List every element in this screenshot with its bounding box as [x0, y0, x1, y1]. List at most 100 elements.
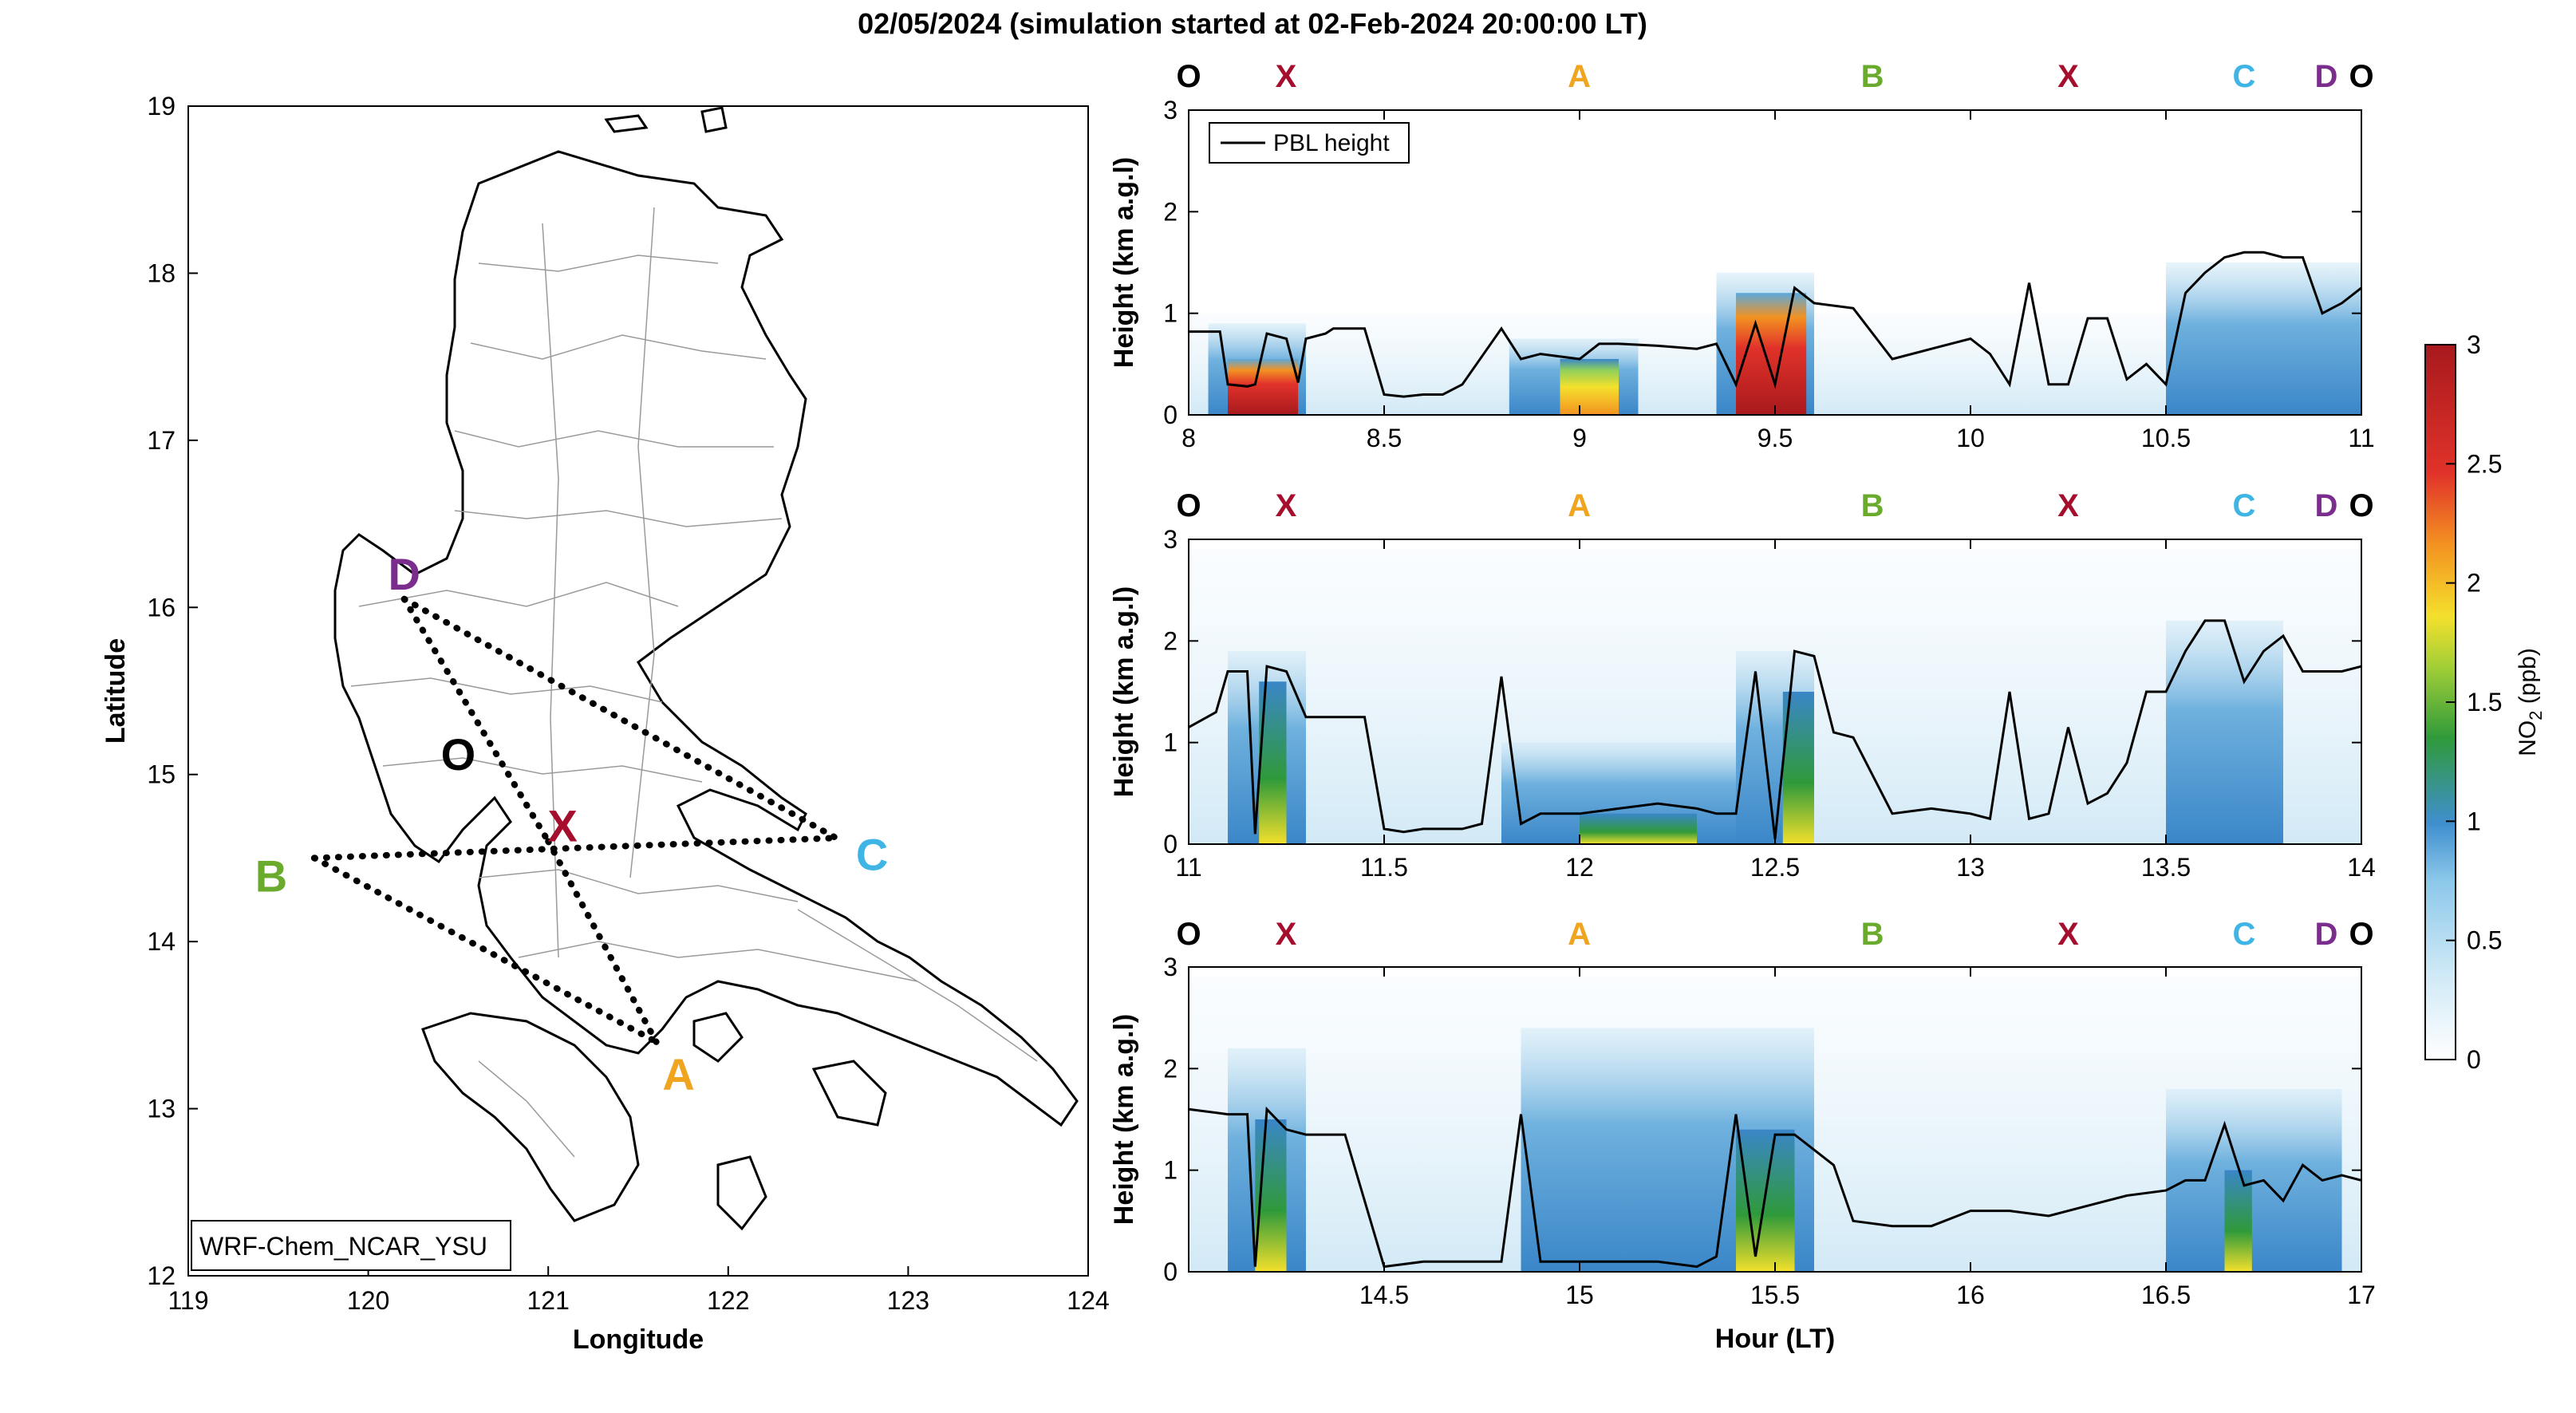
route-line-BC	[310, 835, 840, 862]
island-small-4	[604, 114, 649, 133]
panel-1: 8 8.5 9 9.5 10 10.5 11 0 1 2 3 Height (km a.g.l) O X A…	[1109, 59, 2375, 452]
route-label-D: D	[2314, 917, 2337, 952]
model-label-box	[191, 1220, 511, 1271]
panel-ytick-label: 2	[1163, 626, 1178, 655]
route-line-BA	[310, 855, 660, 1045]
panel-xtick-label: 15.5	[1750, 1281, 1800, 1309]
panel-xtick-label: 12	[1565, 853, 1594, 882]
figure-title: 02/05/2024 (simulation started at 02-Feb…	[858, 7, 1647, 40]
route-label-B: B	[1861, 59, 1884, 94]
map-xtick-label: 119	[168, 1286, 208, 1315]
route-label-D: D	[2314, 488, 2337, 523]
panel-xtick-label: 16	[1956, 1281, 1985, 1309]
panel-xtick-label: 16.5	[2141, 1281, 2191, 1309]
map-point-C: C	[856, 829, 888, 879]
panel-ytick-label: 0	[1163, 401, 1178, 429]
colorbar-ticks: 0 0.5 1 1.5 2 2.5 3	[2446, 330, 2502, 1074]
colorbar: 0 0.5 1 1.5 2 2.5 3 NO2 (ppb)	[2424, 330, 2546, 1074]
panel-ylabel: Height (km a.g.l)	[1109, 586, 1139, 797]
model-label: WRF-Chem_NCAR_YSU	[199, 1232, 487, 1261]
map-ytick-label: 16	[147, 593, 176, 622]
island-small-3	[716, 1155, 767, 1231]
map-xtick-label: 121	[527, 1286, 570, 1315]
panel-xtick-label: 13	[1956, 853, 1985, 882]
panel-xtick-label: 10	[1956, 424, 1985, 452]
panel-xlabel: Hour (LT)	[1715, 1324, 1835, 1354]
map-ytick-label: 14	[147, 927, 176, 956]
panel-xtick-label: 12.5	[1750, 853, 1800, 882]
colorbar-tick-label: 2	[2467, 569, 2481, 598]
map-ytick-label: 12	[147, 1261, 176, 1290]
route-point-labels: D O X B C A	[255, 549, 889, 1099]
route-label-O: O	[1176, 917, 1201, 952]
colorbar-tick-label: 0.5	[2467, 926, 2502, 955]
panel-xtick-label: 9.5	[1757, 424, 1793, 452]
route-label-X: X	[1276, 59, 1297, 94]
route-label-C: C	[2233, 59, 2256, 94]
map-point-D: D	[388, 549, 420, 599]
map-ytick-label: 17	[147, 426, 176, 455]
panel-xtick-label: 14	[2347, 853, 2376, 882]
legend-label: PBL height	[1273, 130, 1390, 156]
route-label-A: A	[1568, 59, 1591, 94]
pbl-height-line	[1188, 619, 2362, 839]
colorbar-tick-label: 2.5	[2467, 449, 2502, 478]
route-label-B: B	[1861, 488, 1884, 523]
pbl-height-line	[1188, 1106, 2362, 1269]
panel-xtick-label: 10.5	[2141, 424, 2191, 452]
no2-field-patch	[2166, 620, 2283, 844]
colorbar-label: NO2 (ppb)	[2515, 648, 2546, 756]
pbl-height-line	[1189, 251, 2362, 398]
colorbar-tick-label: 0	[2467, 1045, 2481, 1074]
route-label-C: C	[2233, 917, 2256, 952]
panel-ytick-label: 2	[1163, 1054, 1178, 1083]
route-label-O: O	[2349, 59, 2373, 94]
map-xtick-label: 120	[347, 1286, 389, 1315]
panel-ytick-label: 0	[1163, 830, 1178, 858]
map-ytick-label: 13	[147, 1095, 176, 1123]
map-ylabel: Latitude	[101, 638, 131, 744]
map-ytick-label: 15	[147, 760, 176, 789]
island-mindoro	[421, 1012, 640, 1222]
route-label-C: C	[2233, 488, 2256, 523]
panel-ytick-label: 1	[1163, 299, 1178, 328]
no2-field-patch	[1736, 293, 1807, 415]
panel-xtick-label: 17	[2347, 1281, 2376, 1309]
island-small-2	[811, 1060, 887, 1127]
panel-xtick-label: 8.5	[1367, 424, 1402, 452]
no2-field-patch	[1228, 358, 1299, 415]
route-label-X: X	[2057, 59, 2079, 94]
luzon-landmass	[333, 150, 1079, 1127]
route-label-X: X	[2057, 488, 2079, 523]
panel-xtick-label: 11.5	[1360, 853, 1408, 882]
route-lines	[310, 595, 840, 1045]
route-line-XA	[545, 838, 660, 1045]
route-line-DX	[400, 595, 552, 845]
panel-ytick-label: 0	[1163, 1257, 1178, 1286]
panel-xtick-label: 13.5	[2141, 853, 2191, 882]
map-ytick-label: 18	[147, 259, 176, 287]
map-point-B: B	[255, 851, 287, 901]
map-point-O: O	[441, 729, 476, 780]
route-label-O: O	[1176, 488, 1201, 523]
panel-xtick-label: 8	[1181, 424, 1196, 452]
route-label-O: O	[2349, 488, 2373, 523]
map-xtick-label: 124	[1067, 1286, 1109, 1315]
island-small-1	[692, 1012, 744, 1063]
colorbar-tick-label: 1.5	[2467, 688, 2502, 716]
route-label-O: O	[1176, 59, 1201, 94]
map-xtick-label: 123	[887, 1286, 929, 1315]
panel-xtick-label: 15	[1565, 1281, 1594, 1309]
map-point-A: A	[662, 1049, 694, 1099]
route-label-B: B	[1861, 917, 1884, 952]
no2-field-patch	[2166, 262, 2361, 415]
route-label-X: X	[1276, 488, 1297, 523]
route-label-X: X	[2057, 917, 2079, 952]
map-point-X: X	[548, 800, 578, 851]
no2-field-patch	[2224, 1170, 2252, 1272]
colorbar-tick-label: 1	[2467, 807, 2481, 835]
panel-ylabel: Height (km a.g.l)	[1109, 1014, 1139, 1225]
